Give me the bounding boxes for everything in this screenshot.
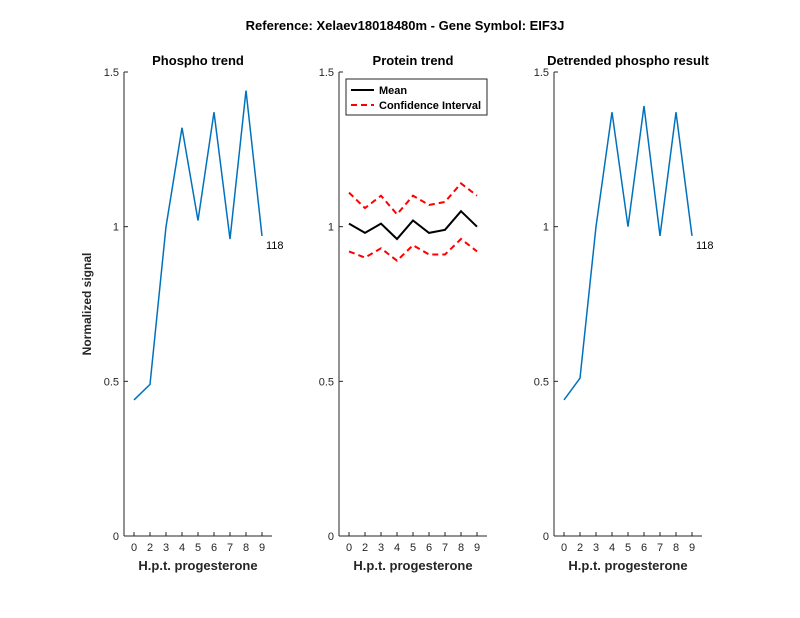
- x-tick-label: 2: [577, 542, 583, 554]
- x-tick-label: 4: [609, 542, 615, 554]
- x-axis-label: H.p.t. progesterone: [353, 558, 472, 573]
- x-tick-label: 9: [259, 542, 265, 554]
- subplot-title: Detrended phospho result: [547, 53, 709, 68]
- x-axis-label: H.p.t. progesterone: [568, 558, 687, 573]
- x-tick-label: 5: [195, 542, 201, 554]
- x-axis-label: H.p.t. progesterone: [138, 558, 257, 573]
- y-tick-label: 0.5: [534, 376, 549, 388]
- series-end-label: 118: [266, 240, 284, 252]
- subplot-title: Protein trend: [373, 53, 454, 68]
- legend-box: [345, 78, 488, 116]
- x-tick-label: 3: [163, 542, 169, 554]
- ci-series-line: [348, 182, 478, 216]
- y-tick-label: 1.5: [104, 67, 119, 79]
- legend: Mean Confidence Interval: [345, 78, 488, 116]
- x-tick-label: 0: [346, 542, 352, 554]
- x-tick-label: 3: [378, 542, 384, 554]
- x-tick-label: 7: [442, 542, 448, 554]
- y-tick-label: 1: [328, 222, 334, 234]
- x-tick-label: 0: [131, 542, 137, 554]
- figure-suptitle: Reference: Xelaev18018480m - Gene Symbol…: [246, 18, 565, 33]
- y-tick-label: 1.5: [534, 67, 549, 79]
- y-axis-label: Normalized signal: [80, 253, 94, 356]
- y-tick-label: 0.5: [319, 376, 334, 388]
- x-tick-label: 7: [227, 542, 233, 554]
- y-tick-label: 0: [113, 531, 119, 543]
- x-tick-label: 3: [593, 542, 599, 554]
- x-tick-label: 5: [625, 542, 631, 554]
- phospho-series-line: [563, 105, 693, 401]
- x-tick-label: 6: [641, 542, 647, 554]
- subplot-title: Phospho trend: [152, 53, 244, 68]
- x-tick-label: 8: [673, 542, 679, 554]
- x-tick-label: 4: [179, 542, 185, 554]
- x-tick-label: 6: [426, 542, 432, 554]
- x-tick-label: 5: [410, 542, 416, 554]
- x-tick-label: 0: [561, 542, 567, 554]
- x-tick-label: 7: [657, 542, 663, 554]
- phospho-series-line: [133, 90, 263, 401]
- y-tick-label: 1: [543, 222, 549, 234]
- y-tick-label: 0.5: [104, 376, 119, 388]
- y-tick-label: 0: [328, 531, 334, 543]
- legend-entry-ci: Confidence Interval: [379, 100, 481, 112]
- y-tick-label: 1.5: [319, 67, 334, 79]
- x-tick-label: 9: [474, 542, 480, 554]
- x-tick-label: 2: [362, 542, 368, 554]
- x-tick-label: 6: [211, 542, 217, 554]
- legend-entry-mean: Mean: [379, 85, 407, 97]
- ci-series-line: [348, 237, 478, 263]
- x-tick-label: 8: [458, 542, 464, 554]
- mean-series-line: [348, 209, 478, 241]
- series-end-label: 118: [696, 240, 714, 252]
- x-tick-label: 9: [689, 542, 695, 554]
- x-tick-label: 4: [394, 542, 400, 554]
- y-tick-label: 1: [113, 222, 119, 234]
- y-tick-label: 0: [543, 531, 549, 543]
- x-tick-label: 2: [147, 542, 153, 554]
- x-tick-label: 8: [243, 542, 249, 554]
